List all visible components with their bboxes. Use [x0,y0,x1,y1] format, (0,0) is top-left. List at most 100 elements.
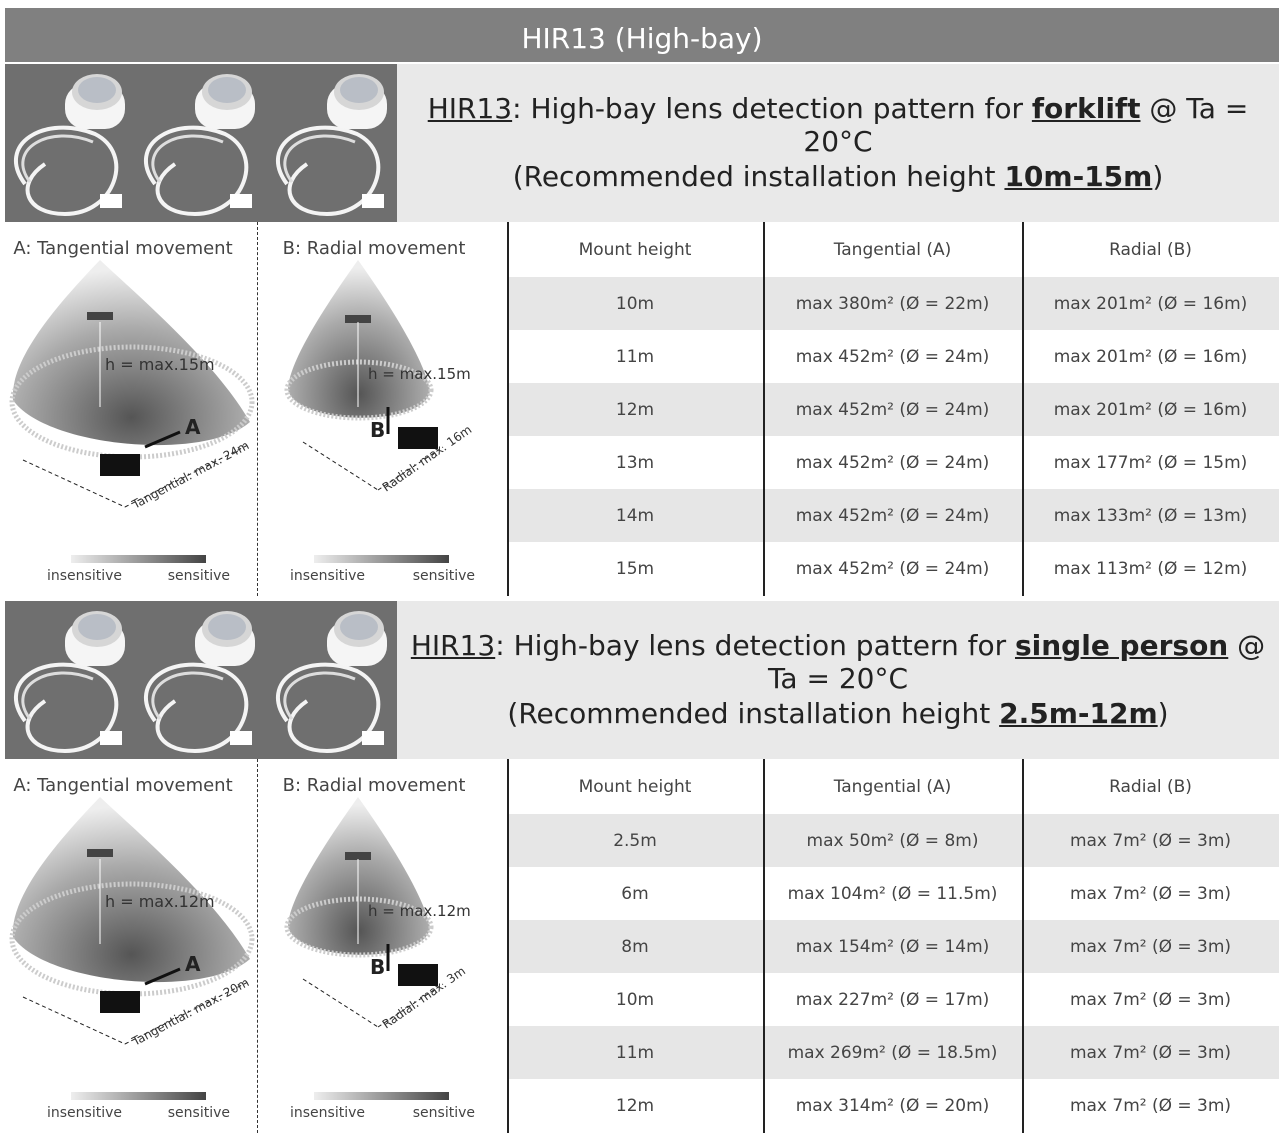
model: HIR13 [410,629,496,662]
scale-high: sensitive [413,568,475,584]
cone [12,797,251,983]
table-cell: max 113m² (Ø = 12m) [1053,558,1248,579]
target: forklift [1031,92,1141,125]
table-header: Radial (B) [1109,776,1192,797]
table-cell: max 7m² (Ø = 3m) [1069,1042,1232,1063]
column-rule [507,222,509,596]
cone [12,260,251,446]
table-header: Mount height [578,239,692,260]
range-label: Tangential: max. 20m [129,975,251,1049]
direction-label: A [185,952,201,976]
diagram-title: A: Tangential movement [13,775,232,796]
product-photos [5,601,397,759]
height-label: h = max.12m [368,902,471,920]
height-label: h = max.15m [105,355,215,374]
subheading-end: ) [1152,160,1164,193]
sensitivity-scale [314,555,449,563]
table-cell: 6m [621,883,649,904]
column-rule [1022,222,1024,596]
detection-ring [284,359,434,421]
heading: HIR13: High-bay lens detection pattern f… [397,629,1279,695]
table-cell: max 269m² (Ø = 18.5m) [787,1042,998,1063]
table-header: Mount height [578,776,692,797]
subject-icon [398,964,438,986]
detection-ring [284,896,434,958]
table-cell: max 177m² (Ø = 15m) [1053,452,1248,473]
table-cell: 12m [615,399,655,420]
product-photos [5,64,397,222]
diagram-title: A: Tangential movement [13,238,232,259]
column-rule [1022,759,1024,1133]
cone [288,260,430,418]
column-rule [763,222,765,596]
heading: HIR13: High-bay lens detection pattern f… [397,92,1279,158]
scale-high: sensitive [413,1105,475,1121]
table-header: Radial (B) [1109,239,1192,260]
subheading-end: ) [1157,697,1169,730]
subheading-text: (Recommended installation height [512,160,1005,193]
range-line [22,996,126,1045]
row-band [507,920,1279,973]
table-cell: max 50m² (Ø = 8m) [806,830,979,851]
table-cell: max 104m² (Ø = 11.5m) [787,883,998,904]
table-cell: 8m [621,936,649,957]
diagram: A: Tangential movement h = max.15m A Tan… [9,238,255,584]
sensor [87,312,113,320]
diagram-title: B: Radial movement [283,775,466,796]
direction-label: B [370,955,385,979]
model: HIR13 [427,92,513,125]
table-cell: 13m [615,452,655,473]
install-height: 10m-15m [1004,160,1153,193]
table-cell: 15m [615,558,655,579]
table-cell: max 7m² (Ø = 3m) [1069,830,1232,851]
table-header: Tangential (A) [833,776,952,797]
table-cell: max 154m² (Ø = 14m) [795,936,990,957]
subject-icon [398,427,438,449]
section-header: HIR13: High-bay lens detection pattern f… [5,64,1279,222]
sensor [87,849,113,857]
table-cell: max 452m² (Ø = 24m) [795,558,990,579]
direction-label: B [370,418,385,442]
section-header: HIR13: High-bay lens detection pattern f… [5,601,1279,759]
table-cell: 10m [615,989,655,1010]
range-label: Tangential: max. 24m [129,438,251,512]
sensor-image [14,74,125,217]
radial-panel: B: Radial movement h = max.15m B Radial:… [257,222,507,596]
row-band [507,489,1279,542]
table-cell: max 7m² (Ø = 3m) [1069,989,1232,1010]
scale-low: insensitive [47,1105,122,1121]
height-label: h = max.12m [105,892,215,911]
table-cell: max 201m² (Ø = 16m) [1053,293,1248,314]
table-cell: max 227m² (Ø = 17m) [795,989,990,1010]
range-line [124,980,251,1045]
sensor [345,315,371,323]
sensitivity-scale [314,1092,449,1100]
subheading-text: (Recommended installation height [507,697,1000,730]
range-line [302,441,379,491]
range-line [377,446,444,491]
range-line [377,983,444,1028]
direction-label: A [185,415,201,439]
table-cell: max 133m² (Ø = 13m) [1053,505,1248,526]
table-cell: 14m [615,505,655,526]
sensitivity-scale [71,555,206,563]
table-cell: max 452m² (Ø = 24m) [795,452,990,473]
table-cell: max 380m² (Ø = 22m) [795,293,990,314]
sensor-image [276,611,387,754]
scale-low: insensitive [290,1105,365,1121]
tangential-panel: A: Tangential movement h = max.15m A Tan… [5,222,255,596]
table-cell: 12m [615,1095,655,1116]
install-height: 2.5m-12m [999,697,1158,730]
subheading: (Recommended installation height 2.5m-12… [397,697,1279,730]
direction-arrow [144,430,181,449]
row-band [507,277,1279,330]
detection-ring [9,344,255,460]
condition: @ Ta = 20°C [767,629,1266,695]
section-content: A: Tangential movement h = max.15m A Tan… [5,222,1279,596]
height-label: h = max.15m [368,365,471,383]
subject-icon [100,991,140,1013]
table-cell: max 7m² (Ø = 3m) [1069,1095,1232,1116]
heading-text: : High-bay lens detection pattern for [495,629,1015,662]
scale-high: sensitive [168,568,230,584]
